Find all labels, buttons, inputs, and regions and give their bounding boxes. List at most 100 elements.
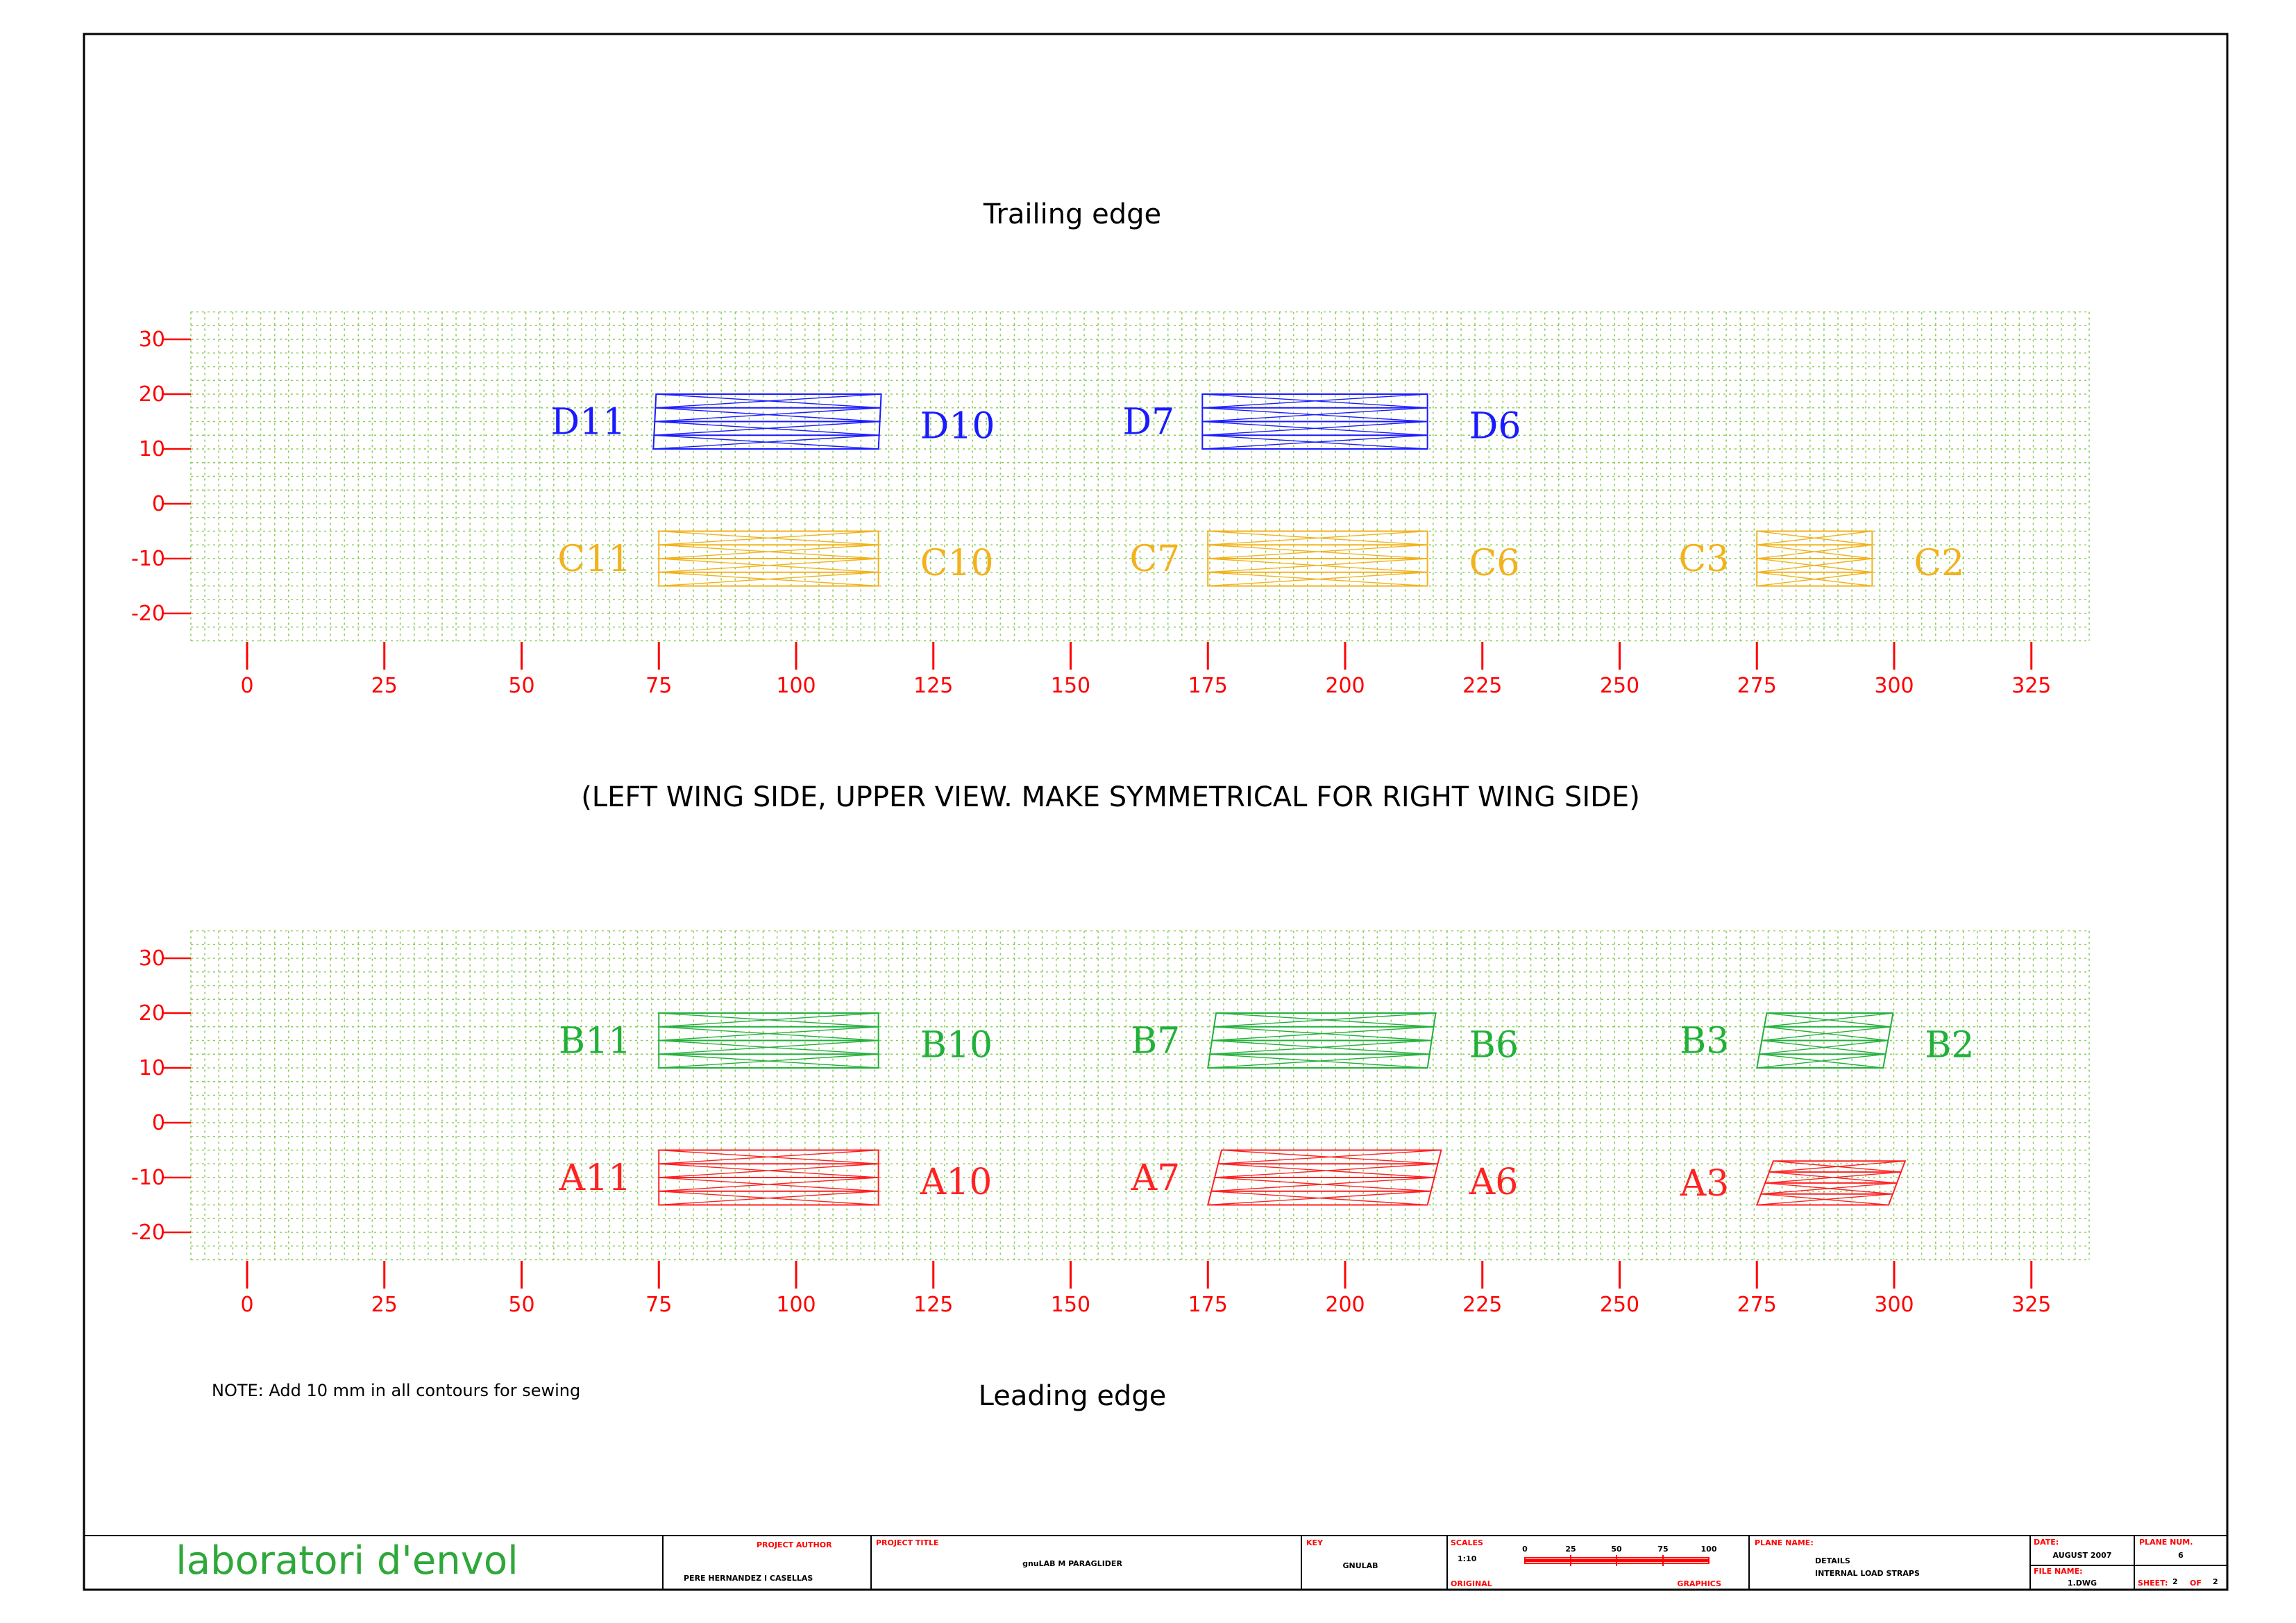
strap-cross-stitch [659,1191,879,1206]
strap-cross-stitch [659,1177,879,1192]
author-value: PERE HERNANDEZ I CASELLAS [684,1574,813,1583]
scale-tick-50: 50 [1611,1545,1622,1554]
y-tick-label: 10 [139,437,165,461]
plane-num-heading: PLANE NUM. [2139,1538,2193,1547]
y-tick-label: 10 [139,1056,165,1080]
strap-a7 [1206,1149,1442,1206]
strap-c3 [1756,530,1873,587]
strap-cross-stitch [1757,544,1873,559]
sheet-total: 2 [2213,1577,2218,1586]
strap-label-b11: B11 [559,1021,631,1062]
graphic-scale-bar [1524,1555,1710,1566]
x-tick-label: 325 [2011,1293,2051,1317]
strap-cross-stitch [659,1053,879,1069]
strap-cross-stitch [1202,434,1428,450]
plane-num-value: 6 [2178,1551,2184,1560]
strap-cross-stitch [655,393,881,409]
strap-cross-stitch [1208,572,1428,587]
strap-label-c11: C11 [557,538,631,580]
strap-label-c7: C7 [1129,538,1180,580]
scale-tick-25: 25 [1565,1545,1576,1554]
key-heading: KEY [1306,1538,1324,1547]
date-value: AUGUST 2007 [2053,1551,2112,1560]
scale-tick-75: 75 [1657,1545,1668,1554]
author-heading: PROJECT AUTHOR [757,1540,832,1549]
x-tick-label: 25 [371,1293,398,1317]
x-tick-label: 50 [508,1293,534,1317]
strap-b3 [1756,1012,1894,1069]
x-tick-label: 75 [645,1293,672,1317]
strap-c7 [1207,530,1428,587]
strap-cross-stitch [1208,1191,1431,1206]
scale-value: 1:10 [1458,1554,1477,1563]
strap-label-b10: B10 [920,1025,993,1067]
y-tick-label: -10 [131,1166,165,1190]
strap-label-a7: A7 [1131,1157,1181,1199]
strap-c11 [658,530,879,587]
strap-cross-stitch [659,530,879,545]
graphics-label: GRAPHICS [1677,1579,1721,1588]
scale-tick-100: 100 [1701,1545,1717,1554]
strap-d11 [652,393,882,450]
x-tick-label: 125 [913,1293,953,1317]
strap-cross-stitch [1757,558,1873,573]
strap-label-a3: A3 [1680,1163,1730,1205]
x-tick-label: 325 [2011,674,2051,698]
scales-heading: SCALES [1451,1538,1483,1547]
strap-cross-stitch [1757,530,1873,545]
strap-label-b3: B3 [1680,1021,1729,1062]
strap-label-b2: B2 [1925,1025,1974,1067]
strap-b11 [658,1012,879,1069]
x-tick-label: 200 [1325,1293,1365,1317]
x-tick-label: 150 [1051,1293,1090,1317]
strap-cross-stitch [1210,1039,1432,1055]
leading-edge-label: Leading edge [979,1380,1167,1412]
strap-cross-stitch [1757,572,1873,587]
strap-cross-stitch [1761,1182,1898,1195]
strap-cross-stitch [659,558,879,573]
x-tick-label: 100 [776,674,816,698]
wing-side-note: (LEFT WING SIDE, UPPER VIEW. MAKE SYMMET… [581,781,1640,813]
strap-cross-stitch [1208,558,1428,573]
x-tick-label: 275 [1737,1293,1777,1317]
x-tick-label: 150 [1051,674,1090,698]
strap-cross-stitch [1215,1163,1438,1178]
strap-label-c3: C3 [1678,538,1729,580]
strap-cross-stitch [659,544,879,559]
strap-cross-stitch [1765,1171,1901,1184]
x-tick-label: 275 [1737,674,1777,698]
date-heading: DATE: [2034,1538,2059,1547]
strap-cross-stitch [1764,1012,1893,1028]
plane-name-line-2: INTERNAL LOAD STRAPS [1815,1569,1920,1578]
sewing-note: NOTE: Add 10 mm in all contours for sewi… [212,1381,580,1400]
x-tick-label: 125 [913,674,953,698]
project-title-value: gnuLAB M PARAGLIDER [1022,1559,1122,1568]
y-tick-label: 20 [139,382,165,407]
strap-label-a6: A6 [1469,1162,1519,1203]
y-tick-label: 30 [139,328,165,352]
strap-cross-stitch [1769,1160,1905,1173]
strap-cross-stitch [1208,544,1428,559]
strap-label-d11: D11 [550,402,625,443]
drawing-frame [83,33,2229,1591]
x-tick-label: 50 [508,674,534,698]
y-tick-label: 30 [139,946,165,971]
strap-b7 [1207,1012,1437,1069]
strap-cross-stitch [1202,393,1428,409]
plane-name-heading: PLANE NAME: [1755,1538,1814,1547]
strap-cross-stitch [1202,407,1428,423]
y-tick-label: 0 [152,1111,165,1135]
x-tick-label: 75 [645,674,672,698]
strap-label-c6: C6 [1469,543,1520,584]
x-tick-label: 225 [1462,1293,1502,1317]
file-name-value: 1.DWG [2068,1579,2097,1588]
strap-label-b6: B6 [1469,1025,1519,1067]
trailing-edge-label: Trailing edge [983,198,1161,230]
strap-cross-stitch [1759,1039,1889,1055]
strap-cross-stitch [1211,1177,1435,1192]
strap-a11 [658,1149,879,1206]
strap-label-c10: C10 [920,543,994,584]
x-tick-label: 100 [776,1293,816,1317]
strap-cross-stitch [1212,1026,1434,1042]
y-tick-label: 20 [139,1001,165,1026]
